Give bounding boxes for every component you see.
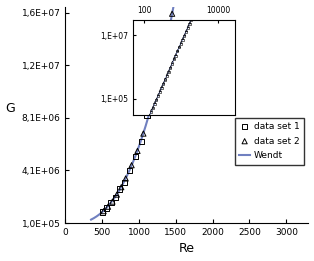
Point: [104, 206, 109, 210]
Point: [117, 187, 122, 191]
Legend: data set 1, data set 2, Wendt: data set 1, data set 2, Wendt: [235, 118, 304, 164]
Point: [129, 163, 134, 167]
Point: [155, 83, 160, 87]
Point: [123, 176, 128, 181]
Point: [110, 199, 115, 204]
Point: [139, 139, 144, 143]
Y-axis label: G: G: [6, 102, 15, 115]
Point: [148, 109, 153, 113]
Point: [101, 209, 106, 213]
Point: [106, 205, 111, 209]
Point: [141, 132, 146, 136]
X-axis label: Re: Re: [179, 242, 195, 256]
Point: [162, 51, 167, 55]
Point: [173, 0, 178, 1]
Point: [108, 200, 113, 205]
Point: [159, 64, 164, 68]
Point: [127, 168, 132, 173]
Point: [122, 180, 127, 185]
Point: [113, 195, 118, 199]
Point: [170, 12, 175, 16]
Point: [166, 27, 171, 31]
Point: [100, 210, 105, 214]
Point: [151, 97, 156, 101]
Point: [119, 185, 124, 189]
Point: [144, 114, 149, 118]
Point: [135, 149, 140, 153]
Point: [114, 193, 119, 197]
Point: [133, 154, 138, 158]
